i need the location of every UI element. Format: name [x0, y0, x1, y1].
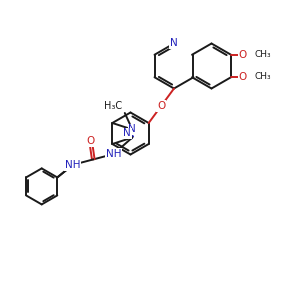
Text: N: N	[128, 124, 136, 134]
Text: H₃C: H₃C	[104, 101, 122, 112]
Text: O: O	[157, 101, 166, 111]
Text: N: N	[123, 128, 131, 139]
Text: O: O	[239, 72, 247, 82]
Text: O: O	[87, 136, 95, 146]
Text: CH₃: CH₃	[255, 50, 272, 58]
Text: N: N	[170, 38, 178, 49]
Text: CH₃: CH₃	[255, 72, 272, 81]
Text: O: O	[239, 50, 247, 60]
Text: NH: NH	[65, 160, 81, 170]
Text: NH: NH	[106, 149, 122, 159]
